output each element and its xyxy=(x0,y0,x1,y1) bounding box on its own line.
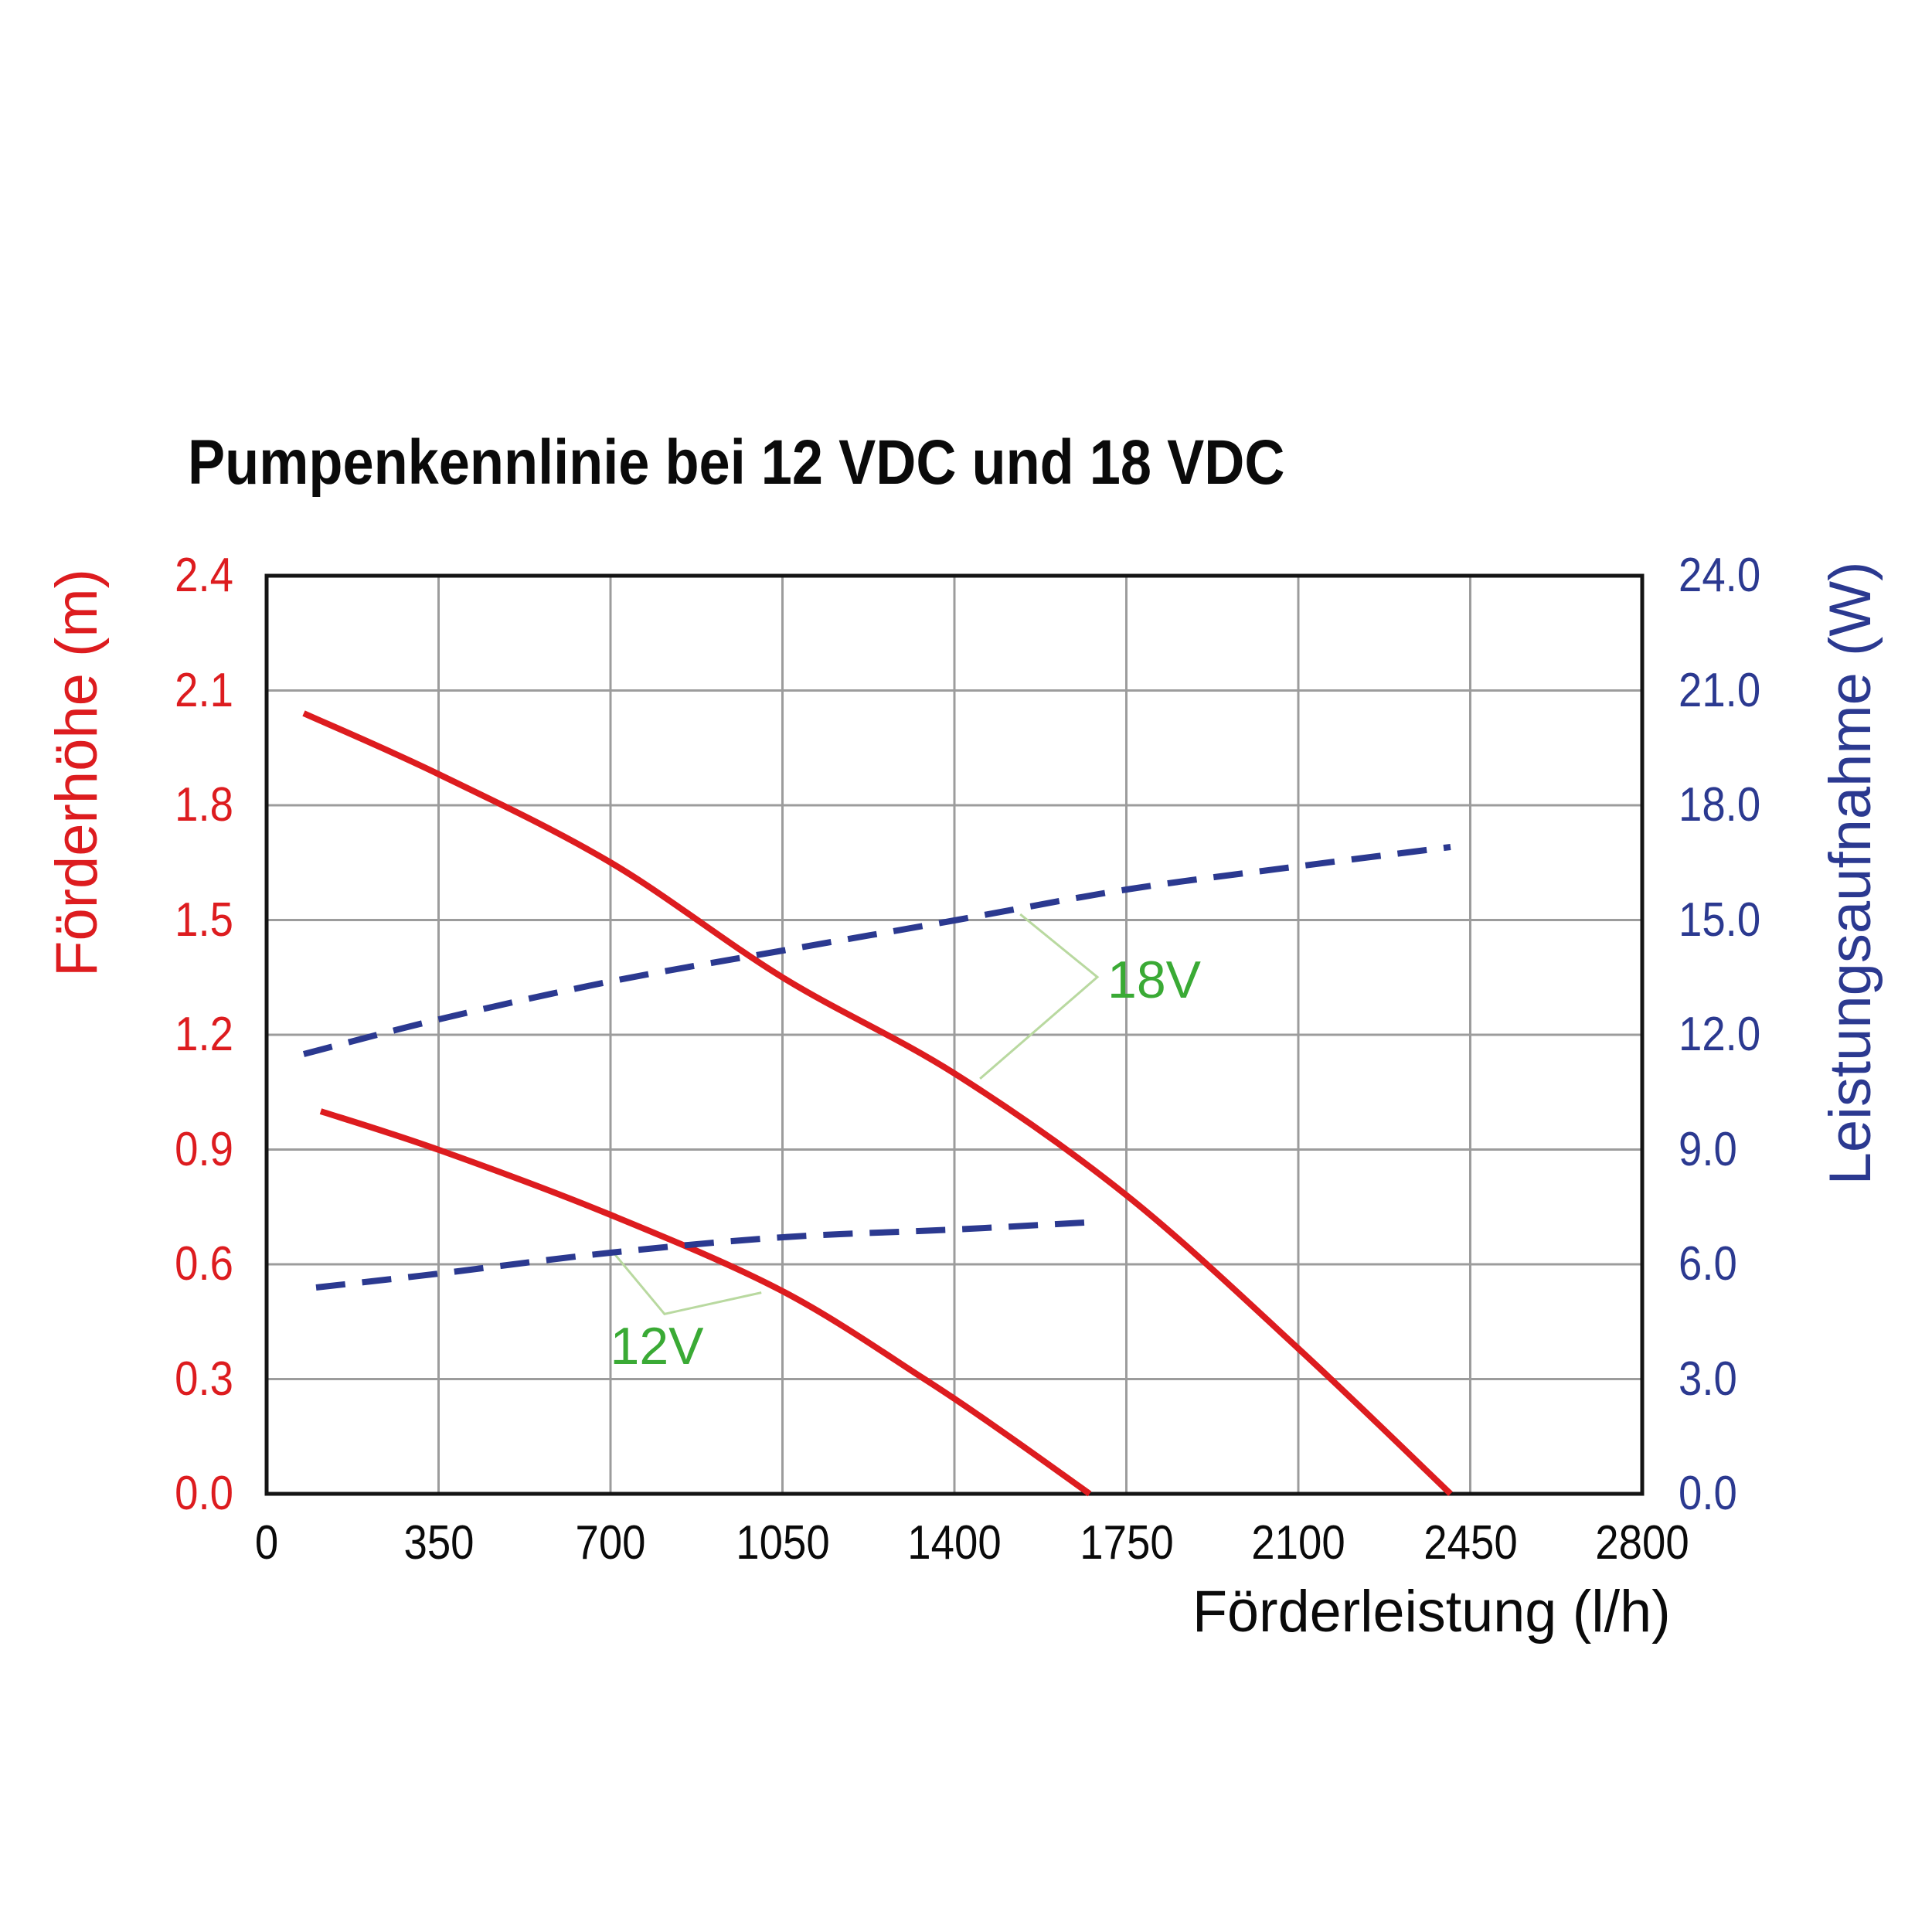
y-right-tick-label: 9.0 xyxy=(1679,1122,1737,1176)
series-line-f-rderh-he-12v xyxy=(319,1108,1092,1497)
y-right-tick-label: 3.0 xyxy=(1679,1352,1737,1406)
x-tick-label: 2800 xyxy=(1595,1516,1689,1570)
y-left-tick-label: 2.1 xyxy=(175,663,233,717)
y-right-tick-label: 21.0 xyxy=(1679,663,1761,717)
y-left-tick-label: 0.9 xyxy=(175,1122,233,1176)
y-right-tick-label: 18.0 xyxy=(1679,778,1761,832)
y-left-tick-label: 1.2 xyxy=(175,1008,233,1061)
y-axis-right-title: Leistungsaufnahme (W) xyxy=(1818,561,1883,1185)
y-left-tick-label: 1.5 xyxy=(175,893,233,947)
series-line-leistungsaufnahme-12v xyxy=(315,1219,1085,1291)
x-axis-title: Förderleistung (l/h) xyxy=(1192,1579,1671,1645)
x-tick-label: 0 xyxy=(254,1516,279,1570)
y-right-tick-label: 6.0 xyxy=(1679,1237,1737,1291)
y-left-tick-label: 1.8 xyxy=(175,778,233,832)
x-tick-label: 2450 xyxy=(1423,1516,1518,1570)
x-tick-label: 350 xyxy=(403,1516,474,1570)
series-line-leistungsaufnahme-18v xyxy=(303,844,1451,1057)
x-tick-label: 1050 xyxy=(735,1516,830,1570)
y-left-tick-label: 0.3 xyxy=(175,1352,233,1406)
plot-border xyxy=(264,573,1645,1496)
y-right-tick-label: 15.0 xyxy=(1679,893,1761,947)
x-tick-label: 700 xyxy=(575,1516,646,1570)
chart-title: Pumpenkennlinie bei 12 VDC und 18 VDC xyxy=(188,427,1285,498)
x-tick-label: 1400 xyxy=(907,1516,1002,1570)
x-tick-label: 1750 xyxy=(1079,1516,1174,1570)
y-left-tick-label: 0.6 xyxy=(175,1237,233,1291)
y-left-tick-label: 2.4 xyxy=(175,549,233,602)
annotation-label-12v: 12V xyxy=(611,1317,705,1376)
y-right-tick-label: 0.0 xyxy=(1679,1467,1737,1520)
x-tick-label: 2100 xyxy=(1251,1516,1345,1570)
y-left-tick-label: 0.0 xyxy=(175,1467,233,1520)
y-right-tick-label: 12.0 xyxy=(1679,1008,1761,1061)
y-right-tick-label: 24.0 xyxy=(1679,549,1761,602)
annotation-label-18v: 18V xyxy=(1107,951,1202,1009)
annotation-leader-18v xyxy=(979,913,1100,1080)
annotation-leader-12v xyxy=(611,1250,762,1315)
series-line-f-rderh-he-18v xyxy=(302,710,1453,1496)
